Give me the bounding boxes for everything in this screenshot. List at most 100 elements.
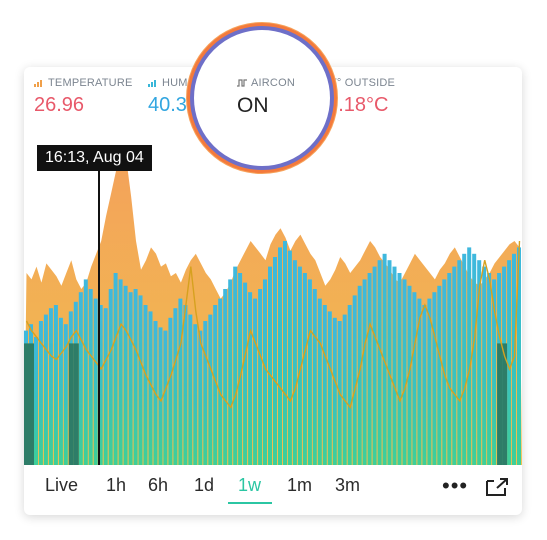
aircon-block bbox=[24, 343, 29, 465]
time-tooltip: 16:13, Aug 04 bbox=[37, 145, 152, 171]
humidity-bar bbox=[53, 305, 58, 465]
aircon-value: ON bbox=[237, 94, 269, 117]
humidity-bar bbox=[317, 298, 322, 465]
humidity-bar bbox=[507, 260, 512, 465]
humidity-bar bbox=[307, 279, 312, 465]
humidity-bar bbox=[183, 305, 188, 465]
humidity-bar bbox=[447, 273, 452, 465]
humidity-bar bbox=[462, 253, 467, 465]
humidity-bar bbox=[138, 295, 143, 465]
humidity-bar bbox=[387, 260, 392, 465]
humidity-bar bbox=[377, 260, 382, 465]
humidity-bar bbox=[457, 260, 462, 465]
humidity-bar bbox=[342, 314, 347, 465]
aircon-block bbox=[68, 343, 74, 465]
tab-1d[interactable]: 1d bbox=[194, 475, 215, 495]
humidity-bar bbox=[322, 305, 327, 465]
temperature-value: 26.96 bbox=[34, 94, 85, 116]
humidity-bar bbox=[93, 298, 98, 465]
more-icon[interactable]: ••• bbox=[442, 473, 469, 498]
humidity-bar bbox=[302, 273, 307, 465]
humidity-bar bbox=[357, 285, 362, 465]
humidity-bar bbox=[392, 266, 397, 465]
humidity-bar bbox=[517, 247, 521, 465]
humidity-bar bbox=[98, 305, 103, 465]
humidity-bar bbox=[148, 311, 153, 465]
humidity-bar bbox=[48, 308, 53, 465]
humidity-bar bbox=[372, 266, 377, 465]
aircon-stat[interactable]: AIRCON ON bbox=[237, 77, 295, 118]
aircon-block bbox=[497, 343, 503, 465]
humidity-bar bbox=[482, 266, 487, 465]
humidity-bar bbox=[173, 308, 178, 465]
humidity-bar bbox=[258, 289, 263, 465]
humidity-bar bbox=[243, 282, 248, 465]
humidity-bar bbox=[352, 295, 357, 465]
humidity-bar bbox=[218, 298, 223, 465]
humidity-bar bbox=[422, 305, 427, 465]
humidity-bar bbox=[238, 273, 243, 465]
humidity-bar bbox=[158, 327, 163, 465]
humidity-bar bbox=[248, 292, 253, 465]
aircon-label-row: AIRCON bbox=[237, 77, 295, 89]
humidity-bar bbox=[103, 308, 108, 465]
humidity-bar bbox=[133, 289, 138, 465]
humidity-bar bbox=[287, 250, 292, 465]
humidity-bar bbox=[198, 330, 203, 465]
outside-label: T° OUTSIDE bbox=[330, 77, 396, 89]
humidity-bar bbox=[143, 305, 148, 465]
humidity-bar bbox=[203, 321, 208, 465]
humidity-bar bbox=[347, 305, 352, 465]
humidity-bar bbox=[472, 253, 477, 465]
aircon-blocks bbox=[24, 343, 508, 465]
humidity-bar bbox=[213, 305, 218, 465]
humidity-bar bbox=[427, 298, 432, 465]
humidity-bar bbox=[108, 289, 113, 465]
tab-3m[interactable]: 3m bbox=[335, 475, 361, 495]
humidity-bar bbox=[38, 321, 43, 465]
tab-1m[interactable]: 1m bbox=[287, 475, 313, 495]
humidity-bar bbox=[407, 285, 412, 465]
humidity-bar bbox=[113, 273, 118, 465]
humidity-bar bbox=[492, 279, 497, 465]
humidity-bar bbox=[327, 311, 332, 465]
area-chart[interactable] bbox=[24, 145, 522, 465]
humidity-bar bbox=[233, 266, 238, 465]
humidity-bar bbox=[452, 266, 457, 465]
humidity-bar bbox=[477, 260, 482, 465]
humidity-bar bbox=[88, 289, 93, 465]
humidity-bar bbox=[34, 337, 38, 465]
aircon-block bbox=[29, 343, 34, 465]
temperature-stat[interactable]: TEMPERATURE 26.96 bbox=[34, 77, 133, 117]
aircon-block bbox=[502, 343, 508, 465]
humidity-bar bbox=[283, 241, 287, 465]
humidity-bar bbox=[278, 247, 282, 465]
humidity-bar bbox=[228, 279, 233, 465]
active-tab-underline bbox=[228, 502, 272, 504]
humidity-bar bbox=[263, 279, 267, 465]
humidity-bar bbox=[362, 279, 367, 465]
humidity-bar bbox=[193, 324, 198, 465]
tab-live[interactable]: Live bbox=[45, 475, 79, 495]
humidity-bar bbox=[208, 314, 213, 465]
aircon-label: AIRCON bbox=[251, 77, 295, 89]
humidity-bar bbox=[223, 289, 228, 465]
bar-chart-icon bbox=[148, 80, 156, 87]
humidity-bar bbox=[123, 285, 128, 465]
humidity-bar bbox=[487, 273, 492, 465]
aircon-block bbox=[73, 343, 79, 465]
outside-line-path bbox=[25, 240, 521, 409]
external-link-icon[interactable] bbox=[484, 477, 510, 497]
humidity-bar bbox=[437, 285, 442, 465]
humidity-bar bbox=[163, 330, 168, 465]
tab-6h[interactable]: 6h bbox=[148, 475, 169, 495]
temperature-label-row: TEMPERATURE bbox=[34, 77, 133, 89]
tab-1w[interactable]: 1w bbox=[238, 475, 262, 495]
humidity-bar bbox=[397, 273, 402, 465]
humidity-value: 40.39 bbox=[148, 94, 199, 116]
tab-1h[interactable]: 1h bbox=[106, 475, 127, 495]
humidity-bar bbox=[63, 324, 68, 465]
step-wave-icon bbox=[237, 79, 247, 87]
humidity-bar bbox=[58, 317, 63, 465]
humidity-bar bbox=[83, 279, 88, 465]
